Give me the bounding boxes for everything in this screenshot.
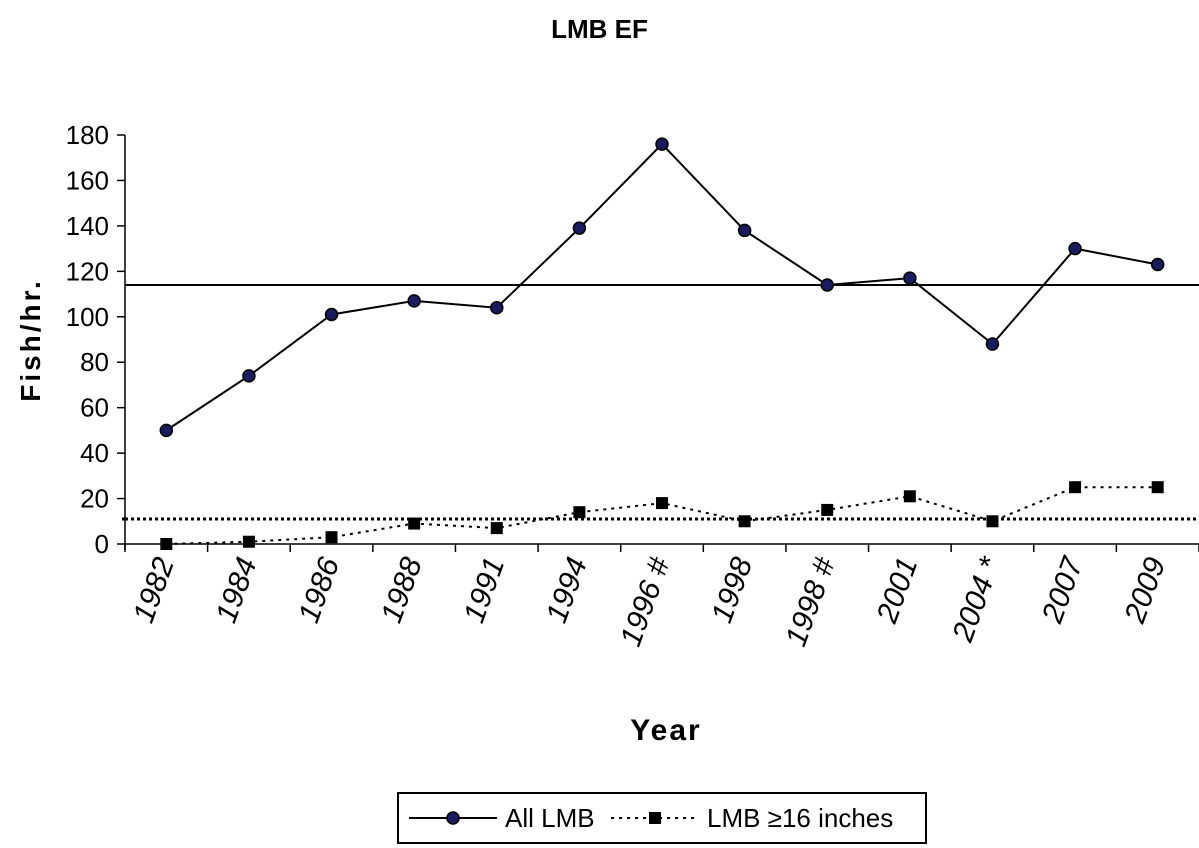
legend-swatch-lmb-16 xyxy=(611,812,699,824)
legend: All LMB LMB ≥16 inches xyxy=(397,792,927,844)
y-axis-title: Fish/hr. xyxy=(15,278,46,402)
data-point-all-lmb xyxy=(490,300,504,315)
x-tick-label: 2004 * xyxy=(946,552,1007,647)
data-point-lmb-16 xyxy=(656,497,668,510)
data-point-all-lmb xyxy=(324,307,339,322)
legend-label-lmb-16: LMB ≥16 inches xyxy=(707,802,894,833)
data-point-all-lmb xyxy=(572,221,587,235)
x-tick-label: 2007 xyxy=(1035,552,1090,628)
y-tick-label: 100 xyxy=(66,302,109,332)
legend-item-lmb-16: LMB ≥16 inches xyxy=(609,794,893,842)
x-axis-title: Year xyxy=(630,714,701,747)
x-tick-label: 1984 xyxy=(210,553,264,627)
x-tick-label: 2001 xyxy=(870,553,924,628)
data-point-lmb-16 xyxy=(1069,481,1082,494)
data-point-all-lmb xyxy=(903,271,917,285)
y-tick-label: 180 xyxy=(66,120,109,150)
x-tick-label: 1991 xyxy=(458,553,512,627)
legend-label-all-lmb: All LMB xyxy=(505,802,595,833)
data-point-all-lmb xyxy=(242,369,256,383)
data-point-lmb-16 xyxy=(160,538,173,550)
y-tick-label: 20 xyxy=(80,484,109,514)
data-point-all-lmb xyxy=(737,223,752,238)
chart-title: LMB EF xyxy=(551,14,648,44)
data-point-all-lmb xyxy=(655,137,669,151)
data-point-all-lmb xyxy=(159,423,174,438)
data-point-all-lmb xyxy=(407,294,421,308)
x-tick-label: 1996 # xyxy=(614,553,677,651)
y-tick-label: 40 xyxy=(80,438,109,468)
y-tick-label: 80 xyxy=(80,347,109,377)
x-tick-label: 2009 xyxy=(1118,553,1172,628)
series-line-0 xyxy=(165,142,1158,432)
y-tick-label: 140 xyxy=(66,211,109,241)
y-tick-label: 0 xyxy=(95,529,109,559)
data-point-lmb-16 xyxy=(408,517,421,530)
data-point-lmb-16 xyxy=(903,490,916,503)
legend-swatch-all-lmb xyxy=(409,811,497,825)
data-point-lmb-16 xyxy=(986,515,999,528)
x-tick-label: 1982 xyxy=(127,553,181,627)
legend-item-all-lmb: All LMB xyxy=(407,794,595,842)
data-point-lmb-16 xyxy=(325,531,338,544)
data-point-lmb-16 xyxy=(738,515,751,528)
y-tick-label: 160 xyxy=(66,165,109,195)
data-point-all-lmb xyxy=(985,337,1000,351)
x-tick-label: 1994 xyxy=(540,553,594,627)
series-line-1 xyxy=(166,486,1158,545)
y-tick-label: 60 xyxy=(80,393,109,423)
data-point-lmb-16 xyxy=(821,503,834,516)
data-point-lmb-16 xyxy=(1151,481,1164,494)
data-point-lmb-16 xyxy=(242,535,255,548)
data-point-all-lmb xyxy=(1150,257,1165,272)
x-tick-label: 1998 # xyxy=(779,553,842,651)
x-tick-label: 1988 xyxy=(375,553,429,627)
data-point-all-lmb xyxy=(1068,241,1082,256)
plot-area: 0 20 40 60 80 100 120 140 160 180 1982 1984 1986 1988… xyxy=(15,120,1199,747)
x-tick-label: 1998 xyxy=(705,553,759,627)
x-tick-label: 1986 xyxy=(292,553,346,627)
data-point-lmb-16 xyxy=(573,506,586,519)
data-point-lmb-16 xyxy=(490,522,503,535)
data-point-all-lmb xyxy=(820,278,834,292)
y-tick-label: 120 xyxy=(66,256,109,286)
